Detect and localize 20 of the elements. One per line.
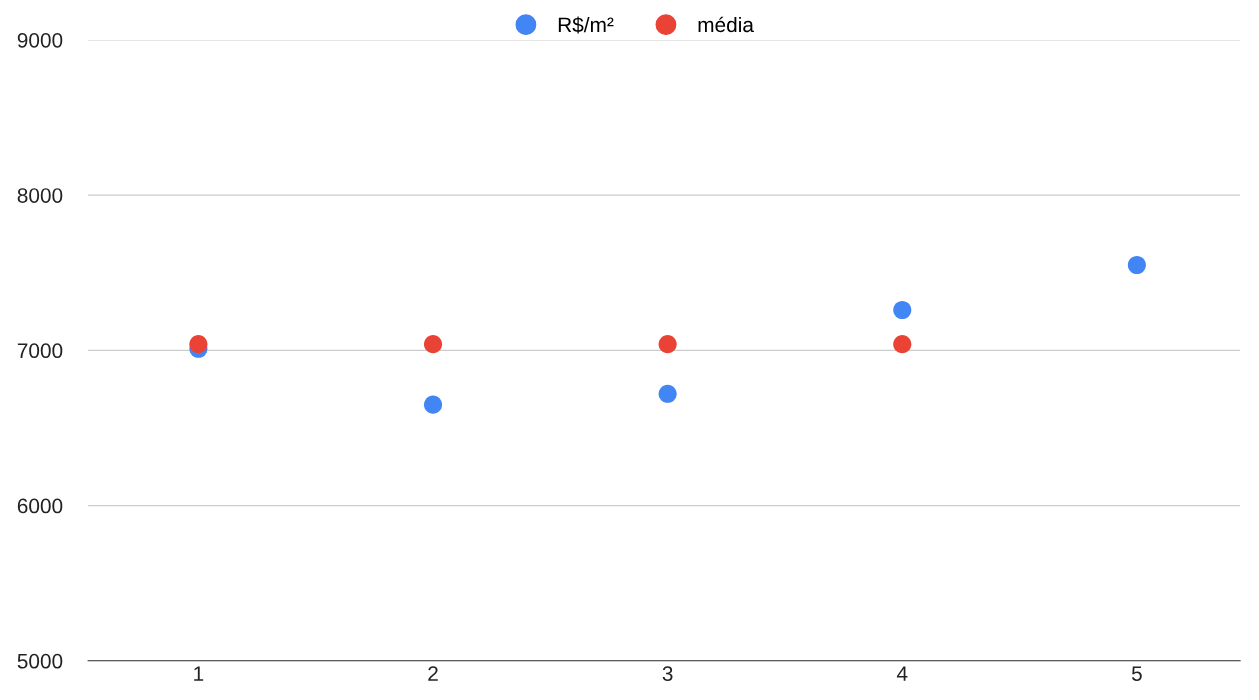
point (658, 335, 677, 354)
y-tick-label: 6000 (17, 498, 63, 514)
legend-label: R$/m² (558, 16, 614, 34)
point (189, 335, 208, 354)
point (423, 335, 443, 354)
point (658, 384, 677, 403)
point (893, 335, 912, 354)
x-tick-label: 3 (662, 666, 673, 681)
x-tick-label: 1 (194, 666, 204, 681)
x-tick-label: 2 (428, 666, 438, 681)
y-tick-label: 5000 (17, 653, 63, 669)
y-tick-label: 8000 (17, 188, 63, 203)
legend-label: média (698, 16, 754, 33)
y-tick-label: 9000 (17, 32, 63, 48)
y-tick-label: 7000 (17, 343, 63, 359)
point (893, 300, 912, 320)
x-tick-label: 4 (896, 666, 908, 681)
point (1127, 255, 1146, 275)
x-tick-label: 5 (1131, 666, 1142, 681)
point (423, 395, 443, 414)
